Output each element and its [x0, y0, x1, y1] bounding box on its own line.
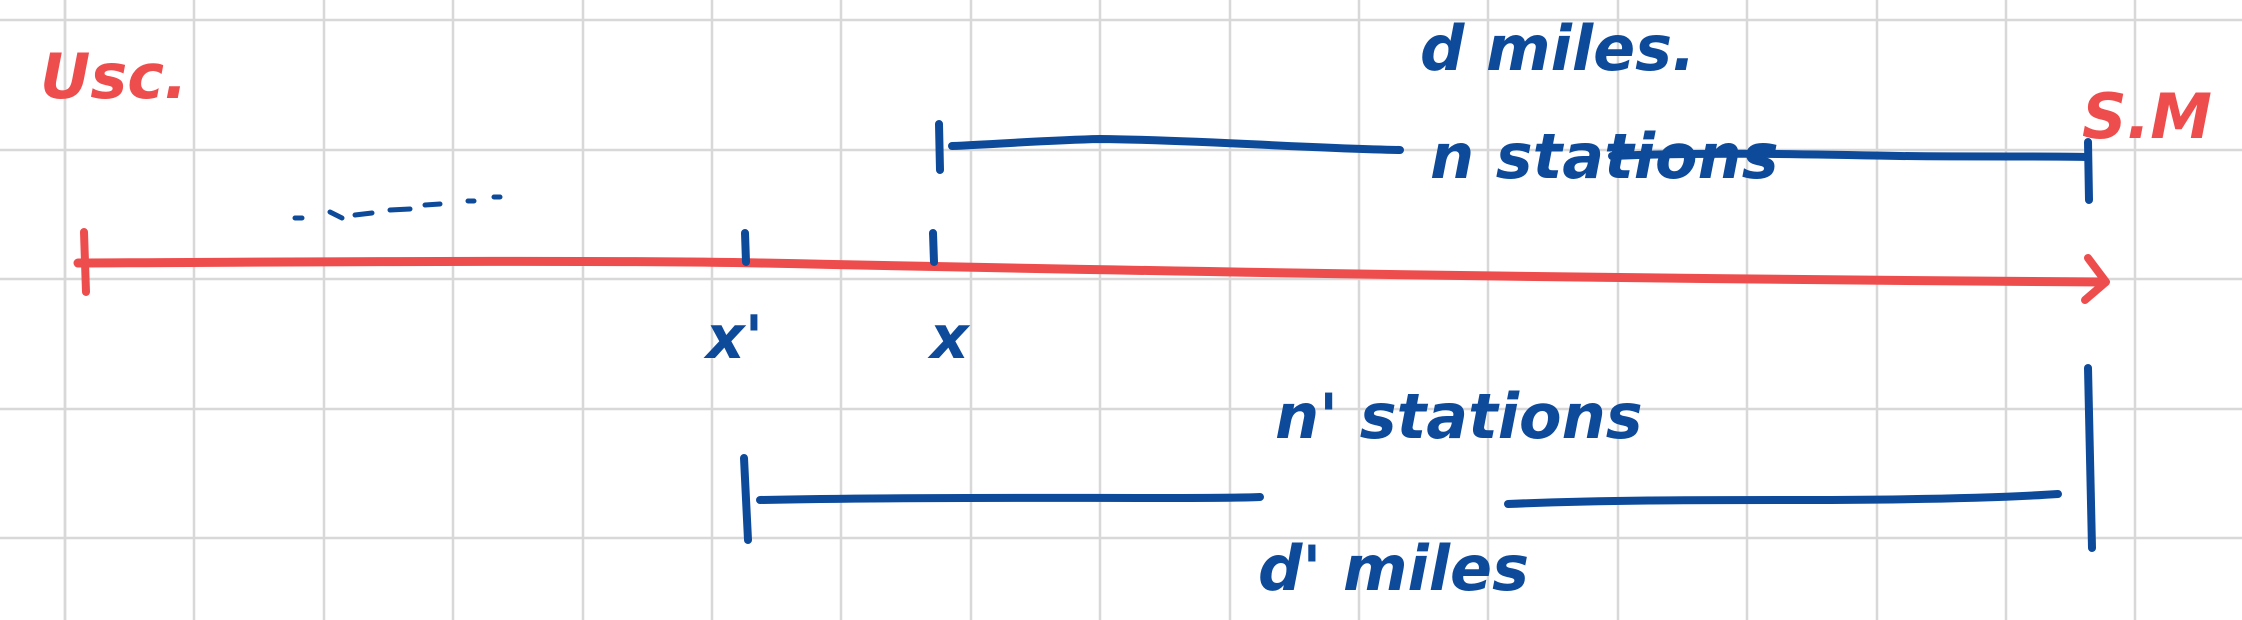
n-stations-label: n stations	[1430, 120, 1779, 193]
x-prime-tick	[741, 229, 750, 266]
dotted-trail	[292, 194, 503, 221]
route-line	[73, 228, 2110, 304]
end-city-label: S.M	[2082, 80, 2212, 153]
d-miles-label: d miles.	[1420, 12, 1696, 85]
d-prime-miles-bracket	[740, 364, 2096, 552]
d-prime-miles-label: d' miles	[1258, 532, 1529, 605]
route-start-tick	[80, 228, 90, 296]
n-prime-stations-label: n' stations	[1275, 380, 1643, 453]
point-ticks	[741, 229, 938, 266]
d-miles-bracket	[935, 120, 2093, 204]
start-city-label: Usc.	[40, 40, 188, 113]
x-prime-label: x'	[703, 303, 763, 373]
x-label: x	[927, 303, 971, 373]
x-tick	[929, 229, 938, 266]
route-arrowhead	[2081, 254, 2110, 304]
